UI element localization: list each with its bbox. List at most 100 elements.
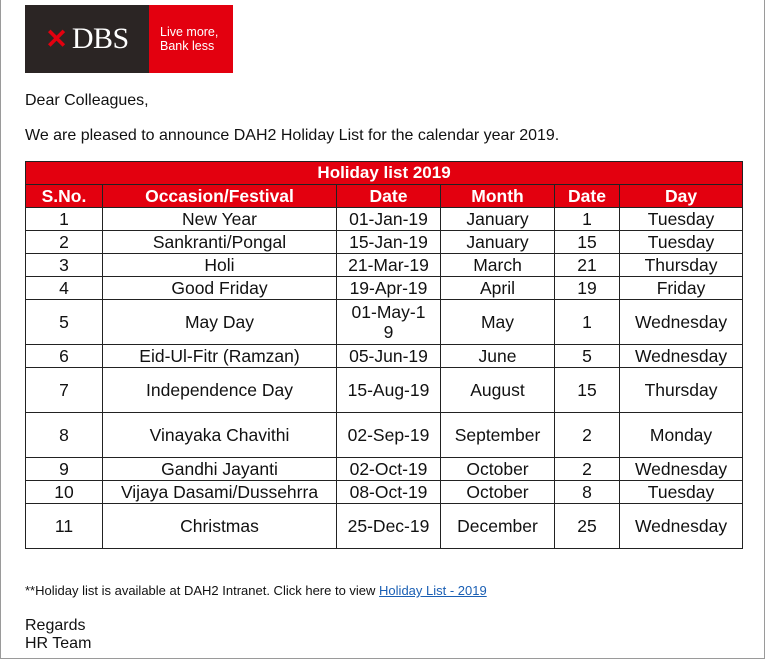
cell-sno: 4	[25, 276, 103, 300]
cell-date: 05-Jun-19	[336, 344, 441, 368]
cell-sno: 5	[25, 299, 103, 345]
cell-day-number: 5	[554, 344, 620, 368]
cell-day-number: 21	[554, 253, 620, 277]
cell-occasion: Good Friday	[102, 276, 337, 300]
cell-occasion: Independence Day	[102, 367, 337, 413]
intro-text: We are pleased to announce DAH2 Holiday …	[25, 127, 560, 144]
signature: Regards HR Team	[25, 617, 91, 653]
dbs-logo: ✕ DBS Live more, Bank less	[25, 5, 233, 73]
cell-day-number: 15	[554, 230, 620, 254]
header-date: Date	[336, 184, 441, 208]
cell-occasion: Christmas	[102, 503, 337, 549]
table-title: Holiday list 2019	[24, 161, 744, 185]
logo-brand-panel: ✕ DBS	[25, 5, 149, 73]
cell-day-number: 1	[554, 299, 620, 345]
cell-sno: 1	[25, 207, 103, 231]
cell-month: June	[440, 344, 555, 368]
cell-date: 08-Oct-19	[336, 480, 441, 504]
cell-month: May	[440, 299, 555, 345]
cell-occasion: Eid-Ul-Fitr (Ramzan)	[102, 344, 337, 368]
cell-sno: 6	[25, 344, 103, 368]
cell-date: 15-Jan-19	[336, 230, 441, 254]
cell-date: 21-Mar-19	[336, 253, 441, 277]
cell-day-number: 15	[554, 367, 620, 413]
cell-occasion: Sankranti/Pongal	[102, 230, 337, 254]
cell-weekday: Wednesday	[618, 503, 744, 549]
cell-weekday: Monday	[618, 412, 744, 458]
table-row: 6 Eid-Ul-Fitr (Ramzan) 05-Jun-19 June 5 Wedne…	[25, 344, 744, 368]
cell-sno: 10	[25, 480, 103, 504]
cell-occasion: Holi	[102, 253, 337, 277]
signature-regards: Regards	[25, 617, 86, 634]
holiday-table: Holiday list 2019 S.No. Occasion/Festiva…	[24, 161, 744, 549]
cell-month: September	[440, 412, 555, 458]
holiday-list-link[interactable]: Holiday List - 2019	[379, 583, 487, 598]
cell-occasion: New Year	[102, 207, 337, 231]
table-row: 1 New Year 01-Jan-19 January 1 Tuesday	[25, 207, 744, 231]
cell-weekday: Wednesday	[618, 299, 744, 345]
logo-tagline-line1: Live more,	[160, 25, 219, 39]
cell-month: January	[440, 207, 555, 231]
cell-date: 01-May-19	[336, 299, 441, 345]
cell-sno: 7	[25, 367, 103, 413]
cell-month: October	[440, 480, 555, 504]
cell-sno: 8	[25, 412, 103, 458]
cell-weekday: Tuesday	[618, 230, 744, 254]
table-row: 5 May Day 01-May-19 May 1 Wednesday	[25, 299, 744, 345]
cell-day-number: 1	[554, 207, 620, 231]
logo-tagline-line2: Bank less	[160, 39, 215, 53]
cell-weekday: Wednesday	[618, 457, 744, 481]
cell-sno: 11	[25, 503, 103, 549]
cell-weekday: Tuesday	[618, 480, 744, 504]
cell-weekday: Thursday	[618, 253, 744, 277]
cell-month: March	[440, 253, 555, 277]
table-row: 8 Vinayaka Chavithi 02-Sep-19 September 2 Mon…	[25, 412, 744, 458]
logo-tagline-panel: Live more, Bank less	[149, 5, 233, 73]
table-header-row: S.No. Occasion/Festival Date Month Date …	[25, 184, 744, 208]
cell-month: April	[440, 276, 555, 300]
cell-day-number: 2	[554, 457, 620, 481]
logo-brand-text: DBS	[71, 22, 129, 55]
cell-date: 02-Sep-19	[336, 412, 441, 458]
header-occasion: Occasion/Festival	[102, 184, 337, 208]
cell-day-number: 19	[554, 276, 620, 300]
header-weekday: Day	[618, 184, 744, 208]
cell-day-number: 2	[554, 412, 620, 458]
cell-weekday: Friday	[618, 276, 744, 300]
signature-team: HR Team	[25, 635, 92, 652]
table-row: 11 Christmas 25-Dec-19 December 25 Wednesday	[25, 503, 744, 549]
cell-sno: 3	[25, 253, 103, 277]
cell-weekday: Wednesday	[618, 344, 744, 368]
cell-date: 01-Jan-19	[336, 207, 441, 231]
cell-occasion: Vijaya Dasami/Dussehrra	[102, 480, 337, 504]
footnote-text: **Holiday list is available at DAH2 Intr…	[25, 583, 380, 598]
table-row: 7 Independence Day 15-Aug-19 August 15 Thursd…	[25, 367, 744, 413]
table-row: 4 Good Friday 19-Apr-19 April 19 Friday	[25, 276, 744, 300]
table-row: 3 Holi 21-Mar-19 March 21 Thursday	[25, 253, 744, 277]
table-row: 2 Sankranti/Pongal 15-Jan-19 January 15 Tuesd…	[25, 230, 744, 254]
cell-day-number: 8	[554, 480, 620, 504]
footnote: **Holiday list is available at DAH2 Intr…	[25, 583, 487, 598]
greeting: Dear Colleagues,	[25, 92, 149, 109]
dbs-x-icon: ✕	[45, 23, 68, 54]
header-month: Month	[440, 184, 555, 208]
cell-date: 25-Dec-19	[336, 503, 441, 549]
header-sno: S.No.	[25, 184, 103, 208]
cell-day-number: 25	[554, 503, 620, 549]
cell-occasion: May Day	[102, 299, 337, 345]
cell-date: 19-Apr-19	[336, 276, 441, 300]
table-row: 9 Gandhi Jayanti 02-Oct-19 October 2 Wednesda…	[25, 457, 744, 481]
cell-month: August	[440, 367, 555, 413]
table-row: 10 Vijaya Dasami/Dussehrra 08-Oct-19 Octobe…	[25, 480, 744, 504]
cell-sno: 2	[25, 230, 103, 254]
cell-occasion: Vinayaka Chavithi	[102, 412, 337, 458]
header-day-number: Date	[554, 184, 620, 208]
cell-date: 15-Aug-19	[336, 367, 441, 413]
cell-month: December	[440, 503, 555, 549]
cell-weekday: Tuesday	[618, 207, 744, 231]
cell-month: October	[440, 457, 555, 481]
cell-occasion: Gandhi Jayanti	[102, 457, 337, 481]
cell-sno: 9	[25, 457, 103, 481]
cell-month: January	[440, 230, 555, 254]
cell-weekday: Thursday	[618, 367, 744, 413]
